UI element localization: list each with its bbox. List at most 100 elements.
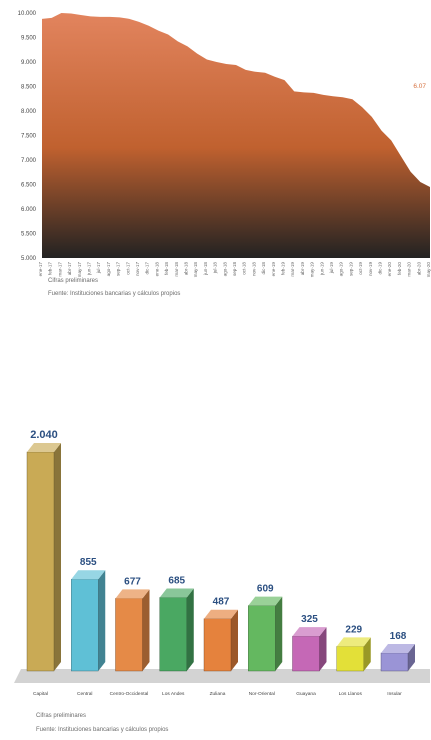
y-tick-label: 9.000 xyxy=(21,60,37,66)
y-tick-label: 5.000 xyxy=(21,256,37,262)
bar xyxy=(380,643,415,672)
bar-side xyxy=(142,589,150,671)
x-tick-label: jul-18 xyxy=(213,262,218,275)
x-tick-label: oct-19 xyxy=(358,262,363,275)
bar-value-label: 487 xyxy=(213,597,230,608)
x-tick-label: dic-19 xyxy=(378,262,383,275)
bar-note-source: Fuente: Instituciones bancarias y cálcul… xyxy=(36,727,169,733)
x-tick-label: nov-18 xyxy=(251,262,256,276)
x-tick-label: sep-19 xyxy=(348,262,353,276)
x-tick-label: feb-19 xyxy=(281,262,286,275)
bar xyxy=(26,443,61,672)
x-tick-label: nov-19 xyxy=(368,262,373,276)
bar-front xyxy=(26,451,55,672)
x-tick-label: oct-18 xyxy=(242,262,247,275)
bar xyxy=(336,637,371,672)
x-tick-label: dic-17 xyxy=(145,262,150,275)
bar-front xyxy=(203,618,232,672)
area-chart: 10.000 9.500 9.000 8.500 8.000 7.500 7.000 6.50… xyxy=(18,11,431,278)
y-tick-label: 10.000 xyxy=(18,11,37,17)
x-tick-label: jun-17 xyxy=(87,262,92,276)
chart-floor xyxy=(14,669,430,683)
bar-top xyxy=(71,570,106,580)
y-tick-label: 9.500 xyxy=(21,36,37,42)
y-tick-label: 8.500 xyxy=(21,85,37,91)
x-tick-label: nov-17 xyxy=(135,262,140,276)
bar-front xyxy=(71,579,99,672)
category-label: Nor-Oriental xyxy=(249,691,275,697)
bar-front xyxy=(292,635,320,672)
bar-side xyxy=(363,637,371,671)
bar-chart: 2.040 855 677 685 487 609 325 229 168 Capital Cen… xyxy=(14,429,430,697)
y-tick-label: 7.000 xyxy=(21,158,37,164)
bar-value-label: 855 xyxy=(80,557,97,568)
x-tick-label: abr-18 xyxy=(184,262,189,276)
bar-side xyxy=(319,627,327,671)
end-value-label: 6.07 xyxy=(413,83,426,90)
bar xyxy=(203,609,238,672)
x-tick-label: feb-20 xyxy=(397,262,402,275)
area-note-source: Fuente: Instituciones bancarias y cálcul… xyxy=(48,291,181,297)
x-tick-label: ene-18 xyxy=(154,262,159,277)
category-label: Los Llanos xyxy=(339,691,363,697)
x-tick-label: abr-20 xyxy=(416,262,421,276)
category-label: Los Andes xyxy=(162,691,185,697)
x-tick-label: feb-17 xyxy=(48,262,53,275)
category-label: Guayana xyxy=(296,691,316,697)
x-tick-label: jul-17 xyxy=(96,262,101,275)
x-tick-label: may-20 xyxy=(426,262,431,278)
y-tick-label: 6.000 xyxy=(21,207,37,213)
category-label: Centro-Occidental xyxy=(110,691,149,697)
x-tick-label: ene-19 xyxy=(271,262,276,277)
x-tick-label: ago-17 xyxy=(106,262,111,277)
x-tick-label: jun-19 xyxy=(319,262,324,276)
bar-note-preliminary: Cifras preliminares xyxy=(36,713,87,719)
bar-front xyxy=(336,646,364,672)
area-note-preliminary: Cifras preliminares xyxy=(48,278,99,284)
y-axis-ticks: 10.000 9.500 9.000 8.500 8.000 7.500 7.000 6.50… xyxy=(18,11,37,262)
x-tick-label: dic-18 xyxy=(261,262,266,275)
bar-value-label: 168 xyxy=(390,631,407,642)
bar-front xyxy=(248,605,276,672)
bar-top xyxy=(292,627,327,637)
x-tick-label: sep-17 xyxy=(116,262,121,276)
y-tick-label: 8.000 xyxy=(21,109,37,115)
bar xyxy=(71,570,106,672)
category-label: Zuliana xyxy=(210,691,226,697)
bar-value-label: 609 xyxy=(257,584,274,595)
bar-top xyxy=(336,637,371,647)
category-label: Central xyxy=(77,691,92,697)
bar-value-label: 685 xyxy=(168,575,185,586)
bar-side xyxy=(231,609,238,671)
bar-value-label: 229 xyxy=(345,624,362,635)
x-tick-label: may-19 xyxy=(310,262,315,278)
bars xyxy=(26,443,415,672)
bar-top xyxy=(115,589,150,599)
bar xyxy=(248,596,283,672)
x-tick-label: mar-17 xyxy=(57,262,62,277)
bar xyxy=(115,589,150,672)
x-tick-label: mar-18 xyxy=(174,262,179,277)
area-series xyxy=(42,13,430,258)
x-tick-label: ago-18 xyxy=(222,262,227,277)
x-tick-label: feb-18 xyxy=(164,262,169,275)
bar-value-label: 2.040 xyxy=(30,429,58,441)
bar-top xyxy=(159,588,194,598)
bar-side xyxy=(186,588,194,671)
category-labels: Capital Central Centro-Occidental Los Andes… xyxy=(33,691,402,697)
bar-top xyxy=(248,596,283,606)
x-tick-label: abr-19 xyxy=(300,262,305,276)
x-tick-label: ago-19 xyxy=(339,262,344,277)
bar xyxy=(292,627,327,672)
bar xyxy=(159,588,194,672)
bar-value-label: 325 xyxy=(301,614,318,625)
x-tick-label: sep-18 xyxy=(232,262,237,276)
x-tick-label: may-17 xyxy=(77,262,82,278)
x-tick-label: may-18 xyxy=(193,262,198,278)
bar-value-label: 677 xyxy=(124,576,141,587)
x-tick-label: mar-20 xyxy=(407,262,412,277)
bar-side xyxy=(98,570,106,671)
bar-side xyxy=(275,596,283,671)
bar-value-labels: 2.040 855 677 685 487 609 325 229 168 xyxy=(30,429,407,642)
y-tick-label: 6.500 xyxy=(21,183,37,189)
